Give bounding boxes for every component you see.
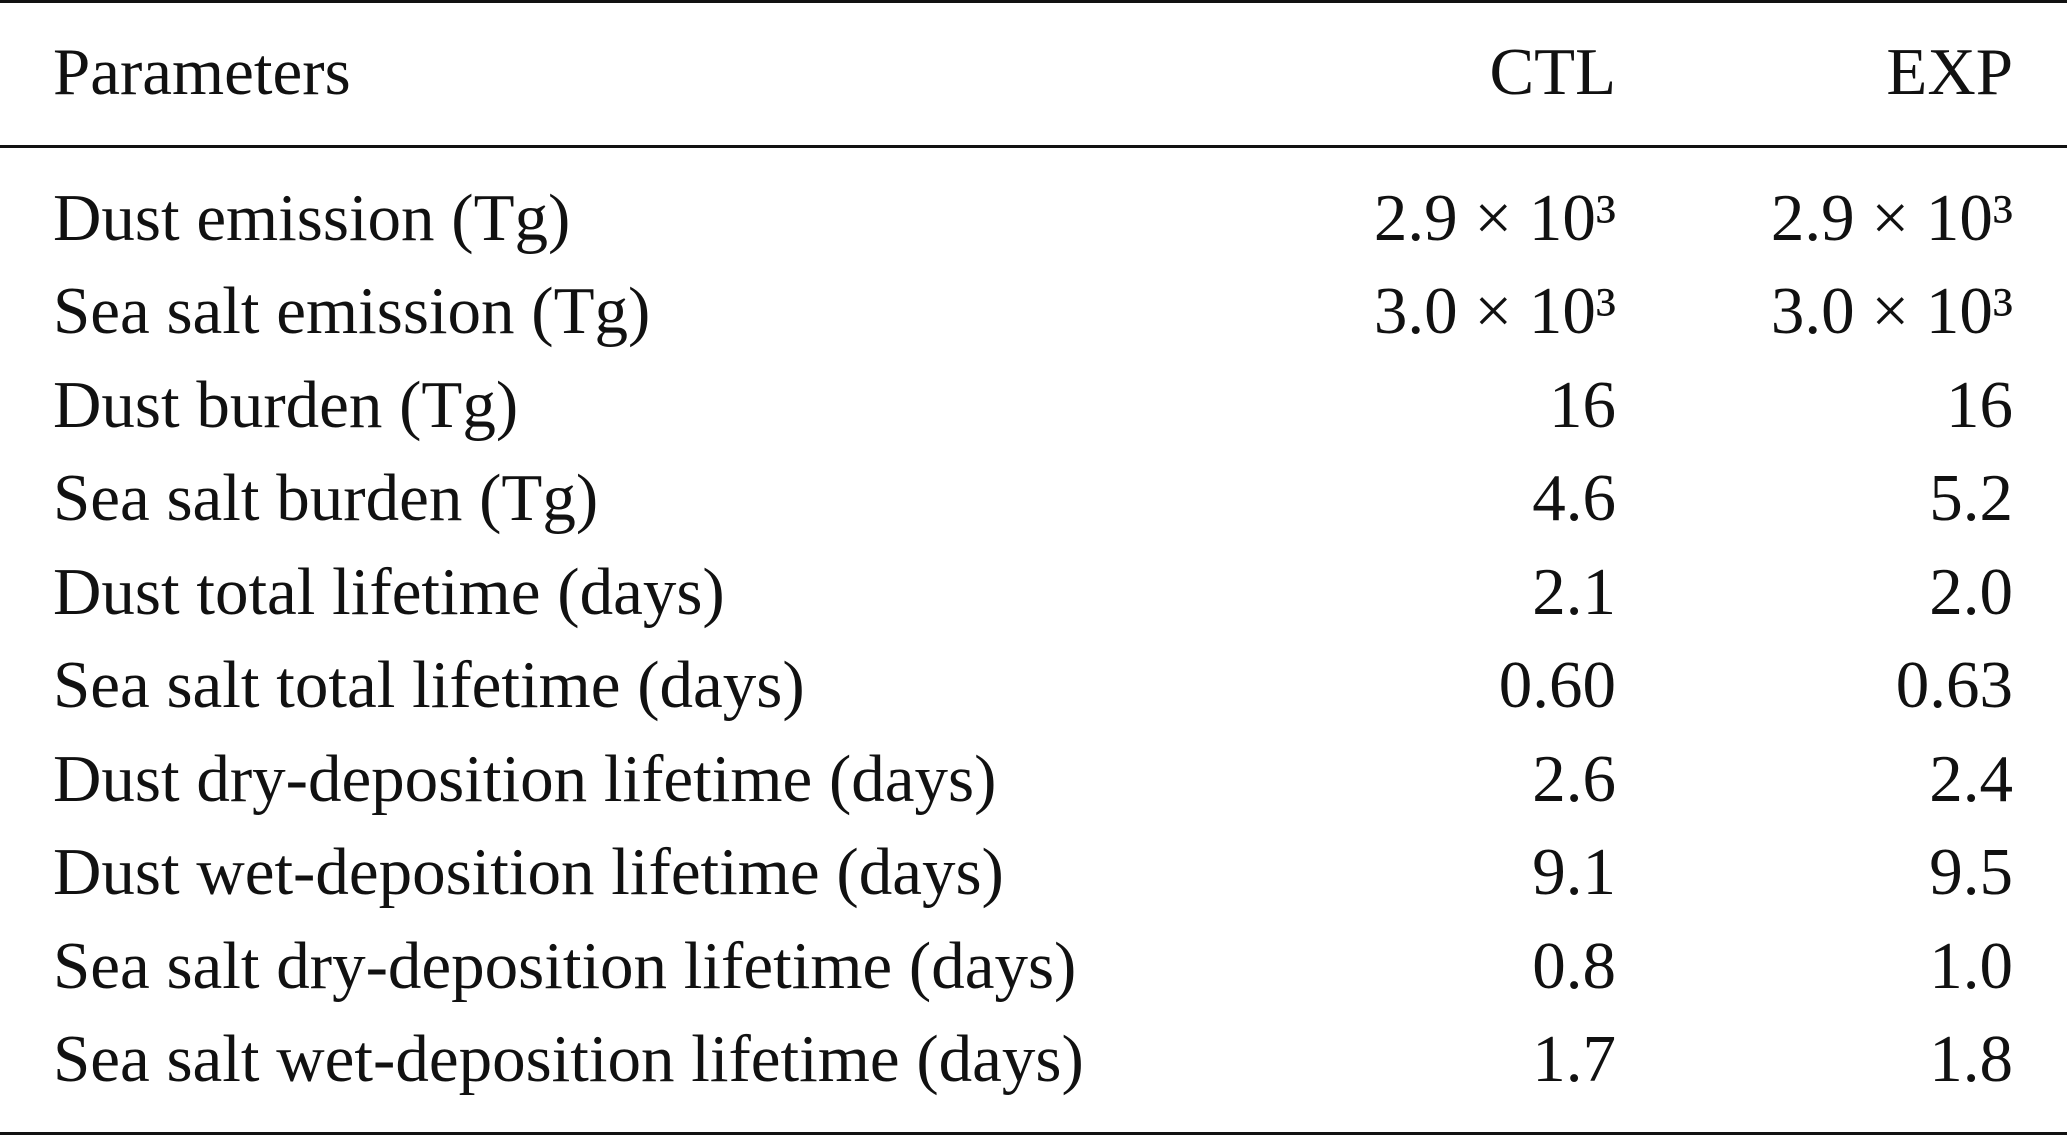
value-cell: 3.0 × 10³ — [1770, 274, 2013, 349]
spacer — [0, 1107, 2067, 1134]
header-cell: CTL — [1489, 34, 1616, 109]
parameter-cell: Sea salt dry-deposition lifetime (days) — [53, 928, 1077, 1003]
parameter-cell: Sea salt wet-deposition lifetime (days) — [53, 1022, 1084, 1097]
value-cell: 4.6 — [1532, 461, 1616, 536]
table-row: Sea salt burden (Tg) 4.6 5.2 — [0, 452, 2067, 546]
spacer-cell — [0, 1107, 2067, 1134]
table-row: Sea salt wet-deposition lifetime (days) 1… — [0, 1013, 2067, 1107]
table-header: Parameters CTL EXP — [0, 1, 2067, 147]
parameter-cell: Dust total lifetime (days) — [53, 554, 725, 629]
header-cell: EXP — [1886, 34, 2013, 109]
parameter-cell: Sea salt burden (Tg) — [53, 461, 599, 536]
value-cell: 9.5 — [1929, 835, 2013, 910]
value-cell: 0.63 — [1895, 648, 2013, 723]
header-row: Parameters CTL EXP — [0, 1, 2067, 147]
parameter-cell: Sea salt total lifetime (days) — [53, 648, 805, 723]
parameter-cell: Sea salt emission (Tg) — [53, 274, 651, 349]
value-cell: 16 — [1946, 367, 2013, 442]
value-cell: 1.0 — [1929, 928, 2013, 1003]
table-row: Dust total lifetime (days) 2.1 2.0 — [0, 546, 2067, 640]
spacer — [0, 147, 2067, 172]
table-row: Dust emission (Tg) 2.9 × 10³ 2.9 × 10³ — [0, 172, 2067, 266]
value-cell: 2.9 × 10³ — [1770, 180, 2013, 255]
value-cell: 2.9 × 10³ — [1373, 180, 1616, 255]
value-cell: 2.6 — [1532, 741, 1616, 816]
table-row: Dust wet-deposition lifetime (days) 9.1 9.… — [0, 826, 2067, 920]
parameter-cell: Dust dry-deposition lifetime (days) — [53, 741, 997, 816]
value-cell: 2.0 — [1929, 554, 2013, 629]
spacer-cell — [0, 147, 2067, 172]
table-row: Sea salt emission (Tg) 3.0 × 10³ 3.0 × 10³ — [0, 265, 2067, 359]
parameter-cell: Dust wet-deposition lifetime (days) — [53, 835, 1004, 910]
table-row: Dust burden (Tg) 16 16 — [0, 359, 2067, 453]
parameter-cell: Dust burden (Tg) — [53, 367, 519, 442]
value-cell: 16 — [1549, 367, 1616, 442]
value-cell: 1.8 — [1929, 1022, 2013, 1097]
table-row: Sea salt dry-deposition lifetime (days) 0… — [0, 920, 2067, 1014]
value-cell: 2.1 — [1532, 554, 1616, 629]
value-cell: 0.8 — [1532, 928, 1616, 1003]
value-cell: 9.1 — [1532, 835, 1616, 910]
value-cell: 0.60 — [1498, 648, 1616, 723]
table-row: Sea salt total lifetime (days) 0.60 0.63 — [0, 639, 2067, 733]
header-cell: Parameters — [53, 34, 351, 109]
value-cell: 1.7 — [1532, 1022, 1616, 1097]
table-body: Dust emission (Tg) 2.9 × 10³ 2.9 × 10³ Sea … — [0, 147, 2067, 1134]
table-row: Dust dry-deposition lifetime (days) 2.6 2.… — [0, 733, 2067, 827]
parameter-cell: Dust emission (Tg) — [53, 180, 571, 255]
value-cell: 5.2 — [1929, 461, 2013, 536]
value-cell: 3.0 × 10³ — [1373, 274, 1616, 349]
value-cell: 2.4 — [1929, 741, 2013, 816]
